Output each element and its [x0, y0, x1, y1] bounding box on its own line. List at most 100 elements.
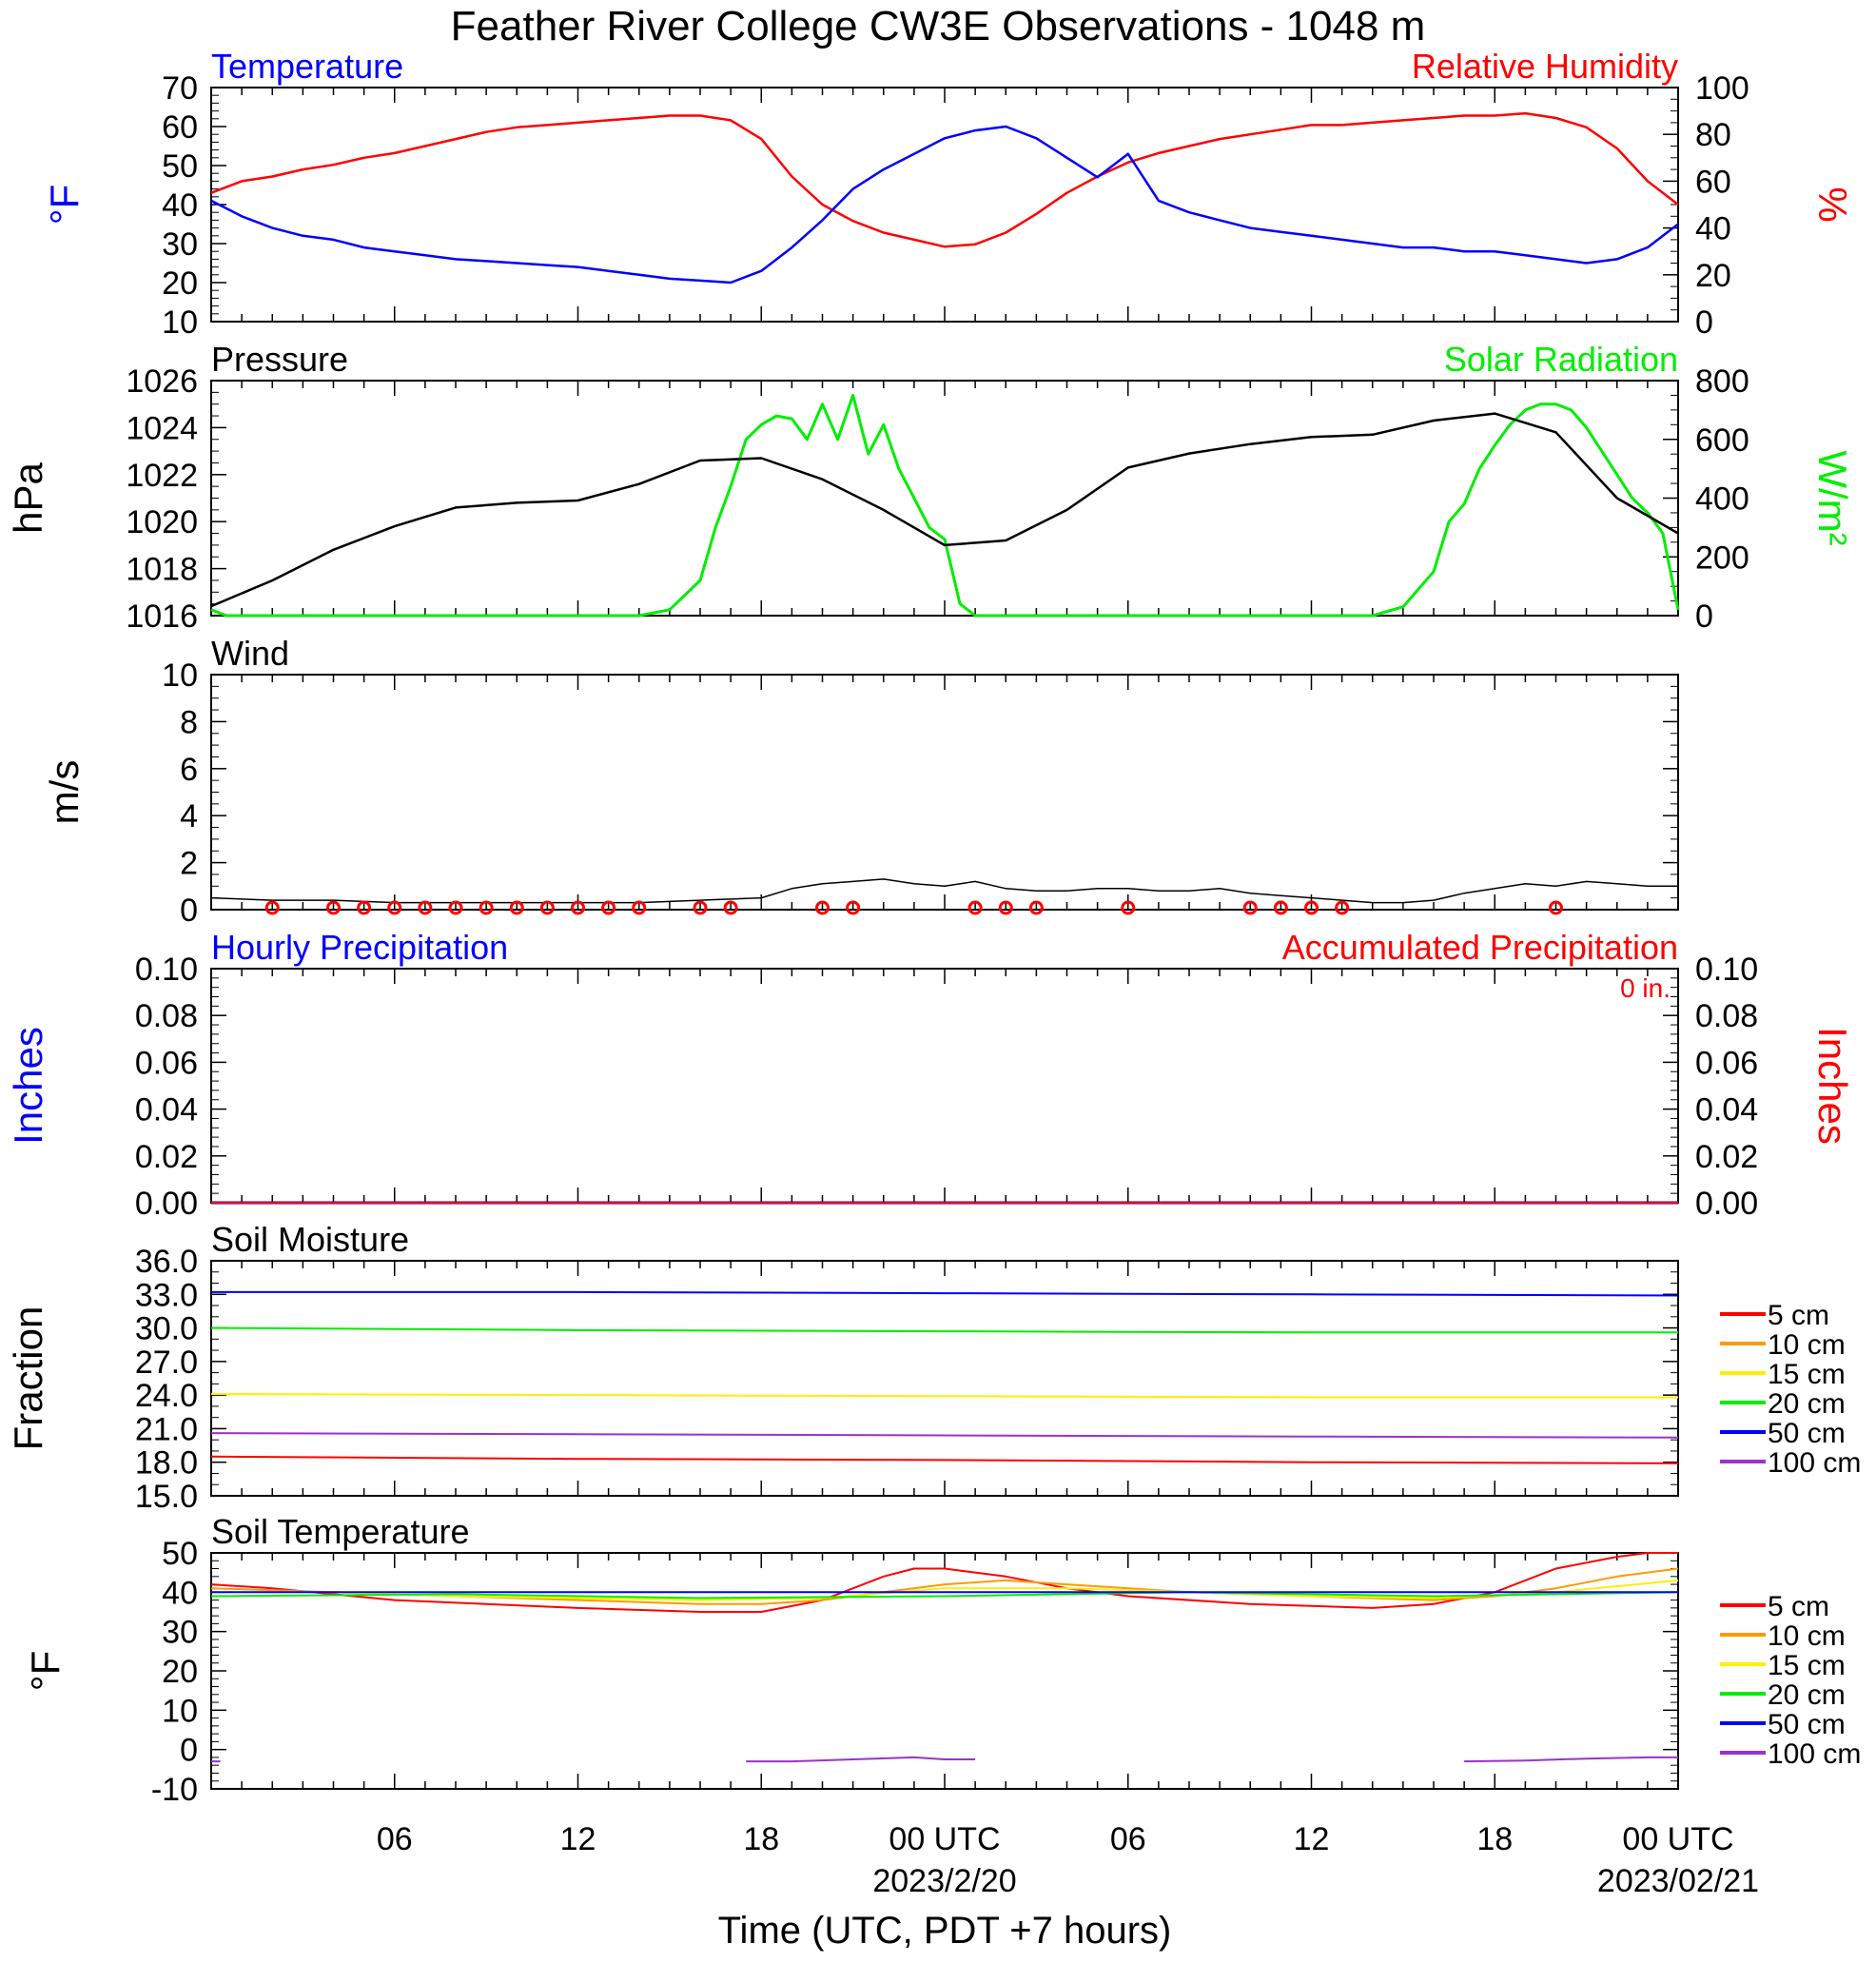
legend-label: 50 cm	[1768, 1709, 1846, 1740]
series-soil-moisture-5cm	[210, 1455, 1679, 1464]
series-soil-temp-15cm	[211, 1579, 1679, 1601]
y-tick-label: 10	[162, 658, 198, 694]
y-tick-label: 18.0	[135, 1445, 198, 1482]
wind-calm-marker	[264, 900, 280, 915]
y-tick-label: 27.0	[135, 1345, 198, 1381]
panel-title-hourly-precip: Hourly Precipitation	[211, 928, 508, 967]
y-tick-label: 50	[162, 148, 198, 185]
legend-label: 5 cm	[1768, 1591, 1829, 1622]
y-tick-label: 400	[1695, 481, 1749, 518]
y-tick-label: 20	[1695, 258, 1731, 294]
legend-label: 15 cm	[1768, 1650, 1846, 1681]
wind-calm-marker	[998, 900, 1013, 915]
y-tick-label: 36.0	[135, 1244, 198, 1280]
x-tick-label: 00 UTC	[889, 1821, 1000, 1857]
ylabel-hourly-precip: Inches	[6, 1027, 50, 1145]
xlabel: Time (UTC, PDT +7 hours)	[718, 1910, 1172, 1952]
y-tick-label: 100	[1695, 70, 1749, 107]
y-tick-label: 60	[1695, 164, 1731, 200]
ylabel-temperature: °F	[42, 185, 87, 225]
wind-calm-marker	[571, 900, 585, 915]
x-tick-label: 00 UTC	[1622, 1821, 1733, 1857]
wind-calm-marker	[1242, 900, 1258, 915]
ylabel-solar: W/m²	[1810, 450, 1855, 545]
y-tick-label: 6	[180, 752, 198, 788]
series-soil-temp-100cm	[1464, 1756, 1678, 1763]
y-tick-label: 24.0	[135, 1378, 198, 1414]
y-tick-label: 0.10	[135, 952, 198, 988]
accum-precip-note: 0 in.	[1620, 973, 1671, 1003]
y-tick-label: 30.0	[135, 1311, 198, 1347]
series-relative-humidity	[210, 111, 1679, 248]
y-tick-label: 0.04	[1695, 1092, 1758, 1129]
legend-label: 10 cm	[1768, 1329, 1846, 1361]
ylabel-soil-temp: °F	[23, 1651, 68, 1691]
y-tick-label: 1022	[126, 458, 198, 494]
y-tick-label: 1020	[126, 504, 198, 540]
y-tick-label: 8	[180, 704, 198, 740]
wind-calm-marker	[448, 900, 463, 915]
y-tick-label: 0	[1695, 304, 1713, 341]
wind-calm-marker	[387, 900, 402, 915]
y-tick-label: 40	[162, 1575, 198, 1611]
wind-calm-marker	[326, 900, 341, 915]
y-tick-label: 1016	[126, 599, 198, 635]
y-tick-label: 0	[1695, 599, 1713, 635]
legend-label: 10 cm	[1768, 1620, 1846, 1652]
y-tick-label: 80	[1695, 117, 1731, 153]
wind-calm-marker	[1335, 900, 1350, 915]
panel-frame	[210, 968, 1679, 1204]
y-tick-label: 60	[162, 109, 198, 146]
y-tick-label: 10	[162, 1693, 198, 1729]
y-tick-label: 0.00	[135, 1186, 198, 1222]
y-tick-label: 20	[162, 1654, 198, 1690]
wind-calm-marker	[418, 900, 433, 915]
series-pressure	[210, 412, 1679, 608]
series-soil-moisture-20cm	[210, 1326, 1678, 1334]
wind-calm-marker	[479, 900, 494, 915]
series-soil-moisture-15cm	[210, 1393, 1678, 1399]
panel-title-wind: Wind	[211, 634, 289, 673]
wind-calm-marker	[815, 900, 830, 915]
panel-title-temperature: Temperature	[211, 47, 403, 86]
legend-label: 100 cm	[1768, 1738, 1861, 1770]
wind-calm-marker	[723, 900, 738, 915]
legend-label: 5 cm	[1768, 1300, 1829, 1331]
wind-calm-marker	[967, 900, 983, 915]
wind-calm-marker	[632, 900, 647, 915]
panel-frame	[210, 87, 1679, 323]
y-tick-label: 20	[162, 265, 198, 302]
wind-calm-marker	[509, 900, 524, 915]
legend-label: 15 cm	[1768, 1359, 1846, 1390]
series-soil-moisture-50cm	[211, 1290, 1679, 1297]
panel-title-accum-precip: Accumulated Precipitation	[1282, 928, 1678, 967]
wind-calm-marker	[601, 900, 616, 915]
panel-frame	[210, 674, 1679, 911]
y-tick-label: 40	[1695, 211, 1731, 247]
x-tick-label: 18	[1476, 1821, 1513, 1857]
y-tick-label: 0.02	[135, 1139, 198, 1175]
y-tick-label: 21.0	[135, 1411, 198, 1447]
y-tick-label: 600	[1695, 422, 1749, 459]
y-tick-label: 1024	[126, 410, 198, 446]
y-tick-label: 10	[162, 304, 198, 341]
y-tick-label: 0.08	[1695, 998, 1758, 1034]
y-tick-label: 1026	[126, 363, 198, 400]
y-tick-label: 50	[162, 1536, 198, 1572]
ylabel-pressure: hPa	[6, 461, 50, 533]
wind-calm-marker	[693, 900, 708, 915]
series-temperature	[210, 125, 1679, 285]
x-date-label: 2023/2/20	[872, 1863, 1016, 1899]
ylabel-fraction: Fraction	[6, 1306, 50, 1451]
wind-calm-marker	[846, 900, 861, 915]
x-tick-label: 12	[560, 1821, 596, 1857]
y-tick-label: 2	[180, 846, 198, 882]
wind-calm-marker	[1121, 900, 1136, 915]
ylabel-accum-precip: Inches	[1810, 1027, 1855, 1145]
series-soil-moisture-100cm	[210, 1432, 1679, 1439]
wind-calm-marker	[539, 900, 555, 915]
y-tick-label: 0.10	[1695, 952, 1758, 988]
y-tick-label: 70	[162, 70, 198, 107]
